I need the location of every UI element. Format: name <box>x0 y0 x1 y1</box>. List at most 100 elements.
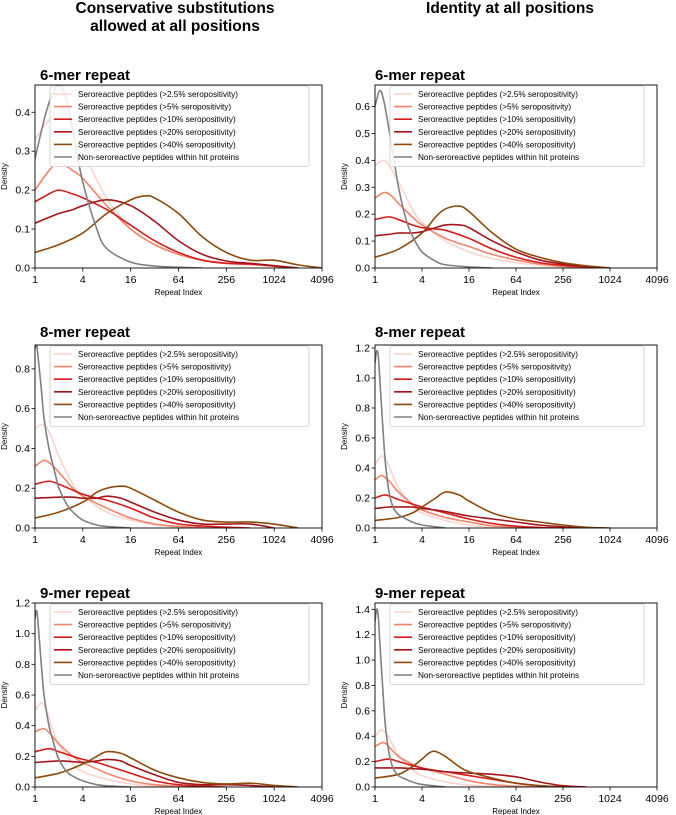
chart-panel-2: 6-mer repeat 1 4 16 64 256 1024 4096 0.0 0.1 0.2 0.… <box>340 67 669 297</box>
x-axis-label: Repeat Index <box>155 548 203 557</box>
x-tick-label: 1024 <box>262 534 286 546</box>
x-tick-label: 256 <box>218 534 236 546</box>
x-tick-label: 256 <box>554 534 572 546</box>
x-axis-label: Repeat Index <box>155 288 203 297</box>
y-tick-label: 1.2 <box>355 343 370 355</box>
series-line-non <box>375 608 446 787</box>
x-tick-label: 256 <box>554 274 572 286</box>
y-tick-label: 0.0 <box>15 523 30 535</box>
x-tick-label: 16 <box>125 793 137 805</box>
x-tick-label: 4 <box>419 534 425 546</box>
y-tick-label: 0.1 <box>15 224 30 236</box>
y-tick-label: 0.2 <box>355 493 370 505</box>
legend-label: Seroreactive peptides (>2.5% seropositiv… <box>78 90 238 99</box>
series-lines <box>375 608 587 787</box>
y-tick-label: 0.6 <box>355 433 370 445</box>
legend-box <box>49 85 310 167</box>
series-line-gt2_5 <box>375 159 587 268</box>
legend-label: Seroreactive peptides (>10% seropositivi… <box>78 115 236 124</box>
x-tick-label: 256 <box>218 793 236 805</box>
x-tick-label: 1024 <box>598 274 622 286</box>
legend-label: Seroreactive peptides (>40% seropositivi… <box>418 400 576 409</box>
legend-label: Seroreactive peptides (>10% seropositivi… <box>78 633 236 642</box>
legend-label: Non-seroreactive peptides within hit pro… <box>78 153 239 162</box>
x-tick-label: 64 <box>510 274 522 286</box>
series-lines <box>375 89 611 268</box>
y-tick-label: 0.0 <box>15 782 30 794</box>
legend: Seroreactive peptides (>2.5% seropositiv… <box>389 603 645 685</box>
series-line-gt5 <box>375 191 587 268</box>
x-tick-label: 1024 <box>598 534 622 546</box>
series-line-gt20 <box>35 495 275 528</box>
y-tick-label: 1.0 <box>15 628 30 640</box>
series-line-gt20 <box>375 223 611 268</box>
x-tick-label: 1 <box>32 793 38 805</box>
y-tick-label: 0.4 <box>355 731 370 743</box>
legend-label: Seroreactive peptides (>20% seropositivi… <box>78 388 236 397</box>
x-tick-label: 1 <box>32 534 38 546</box>
legend: Seroreactive peptides (>2.5% seropositiv… <box>389 85 645 167</box>
y-tick-label: 0.3 <box>15 146 30 158</box>
x-tick-label: 64 <box>173 534 185 546</box>
series-line-non <box>375 349 446 528</box>
legend: Seroreactive peptides (>2.5% seropositiv… <box>49 603 310 685</box>
x-tick-label: 4096 <box>645 534 669 546</box>
series-line-gt10 <box>35 189 299 268</box>
chart-title: 8-mer repeat <box>375 324 465 341</box>
y-tick-label: 0.2 <box>15 483 30 495</box>
series-lines <box>35 345 299 528</box>
column-header-conservative-line2: allowed at all positions <box>90 18 260 35</box>
series-line-gt20 <box>35 199 299 268</box>
x-tick-label: 16 <box>125 534 137 546</box>
legend-label: Seroreactive peptides (>2.5% seropositiv… <box>78 350 238 359</box>
series-line-gt5 <box>375 474 540 528</box>
legend-label: Non-seroreactive peptides within hit pro… <box>78 671 239 680</box>
y-tick-label: 0.4 <box>15 443 30 455</box>
x-tick-label: 1 <box>372 274 378 286</box>
legend-label: Seroreactive peptides (>2.5% seropositiv… <box>418 608 578 617</box>
legend-box <box>49 603 310 685</box>
y-tick-label: 0.4 <box>15 720 30 732</box>
series-line-gt5 <box>35 162 299 268</box>
legend-label: Seroreactive peptides (>5% seropositivit… <box>78 621 231 630</box>
x-axis-label: Repeat Index <box>155 807 203 815</box>
y-tick-label: 0.2 <box>15 185 30 197</box>
legend-label: Seroreactive peptides (>40% seropositivi… <box>78 140 236 149</box>
y-tick-label: 0.2 <box>355 209 370 221</box>
x-tick-label: 4 <box>80 793 86 805</box>
y-tick-label: 0.4 <box>15 107 30 119</box>
legend-label: Seroreactive peptides (>10% seropositivi… <box>418 633 576 642</box>
y-tick-label: 0.2 <box>15 751 30 763</box>
legend-label: Non-seroreactive peptides within hit pro… <box>418 153 579 162</box>
chart-title: 9-mer repeat <box>40 585 130 602</box>
legend: Seroreactive peptides (>2.5% seropositiv… <box>389 345 645 427</box>
y-tick-label: 0.6 <box>355 101 370 113</box>
series-line-gt40 <box>375 205 611 268</box>
legend-label: Seroreactive peptides (>20% seropositivi… <box>78 646 236 655</box>
legend-label: Seroreactive peptides (>10% seropositivi… <box>418 375 576 384</box>
series-line-gt40 <box>35 485 299 528</box>
y-axis-label: Density <box>340 163 349 190</box>
y-tick-label: 0.8 <box>15 363 30 375</box>
x-tick-label: 1024 <box>262 793 286 805</box>
y-axis-label: Density <box>0 423 9 450</box>
x-tick-label: 1 <box>32 274 38 286</box>
x-tick-label: 4 <box>80 274 86 286</box>
chart-panel-5: 9-mer repeat 1 4 16 64 256 1024 4096 0.0 0.2 0.4 0.… <box>0 585 334 815</box>
y-tick-label: 0.4 <box>355 155 370 167</box>
series-line-gt40 <box>375 491 611 528</box>
series-line-gt10 <box>375 494 564 528</box>
x-tick-label: 1 <box>372 793 378 805</box>
y-tick-label: 1.0 <box>355 655 370 667</box>
series-line-non <box>35 609 131 787</box>
legend-label: Seroreactive peptides (>2.5% seropositiv… <box>418 350 578 359</box>
chart-title: 8-mer repeat <box>40 324 130 341</box>
x-tick-label: 4096 <box>645 274 669 286</box>
series-line-gt5 <box>35 459 227 528</box>
y-tick-label: 1.2 <box>15 598 30 610</box>
legend-label: Seroreactive peptides (>20% seropositivi… <box>78 128 236 137</box>
x-tick-label: 4 <box>80 534 86 546</box>
y-tick-label: 1.2 <box>355 629 370 641</box>
x-axis-label: Repeat Index <box>492 548 540 557</box>
